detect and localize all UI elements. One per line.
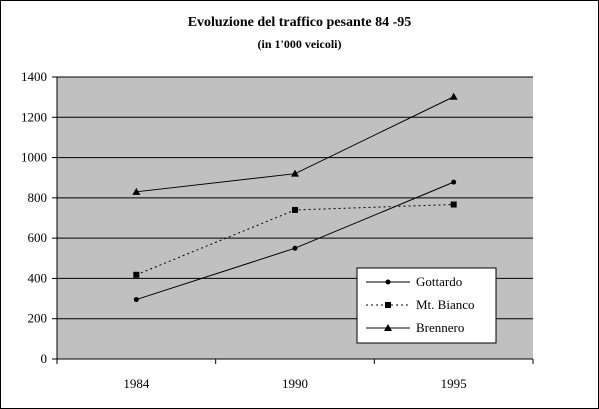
legend-item: Mt. Bianco <box>366 297 475 312</box>
x-tick-label: 1984 <box>123 376 150 391</box>
y-tick-label: 200 <box>28 311 48 326</box>
legend-marker <box>384 324 392 331</box>
data-point <box>132 187 141 195</box>
chart-subtitle: (in 1'000 veicoli) <box>257 37 342 51</box>
data-point <box>451 179 457 185</box>
y-tick-label: 1400 <box>21 69 47 84</box>
y-tick-label: 600 <box>28 230 48 245</box>
x-tick-label: 1995 <box>441 376 467 391</box>
x-tick-label: 1990 <box>282 376 308 391</box>
legend-item: Brennero <box>366 320 464 335</box>
data-point <box>292 206 298 213</box>
legend-box <box>356 267 497 344</box>
axes: 0 200 400 600 800 1000 1200 1400 1984 1990 1995 <box>21 69 534 391</box>
y-tick-label: 800 <box>28 190 48 205</box>
y-tick-label: 0 <box>41 351 48 366</box>
series-1 <box>133 201 457 278</box>
legend-label: Brennero <box>416 320 464 335</box>
legend-item: Gottardo <box>366 274 462 289</box>
legend-label: Mt. Bianco <box>416 297 475 312</box>
data-point <box>133 297 139 303</box>
legend-label: Gottardo <box>416 274 462 289</box>
series-0 <box>133 179 457 303</box>
data-point <box>292 245 298 251</box>
y-tick-label: 400 <box>28 270 48 285</box>
data-point <box>450 201 457 208</box>
series-2 <box>132 92 458 195</box>
chart-title: Evoluzione del traffico pesante 84 -95 <box>187 15 412 30</box>
data-point <box>291 169 299 177</box>
series-layer <box>132 92 458 303</box>
y-tick-label: 1200 <box>21 109 47 124</box>
data-point <box>449 92 458 100</box>
y-tick-label: 1000 <box>21 150 47 165</box>
legend-marker <box>385 279 391 285</box>
legend: Gottardo Mt. Bianco Brennero <box>356 267 497 344</box>
data-point <box>133 271 140 278</box>
legend-marker <box>385 302 391 308</box>
